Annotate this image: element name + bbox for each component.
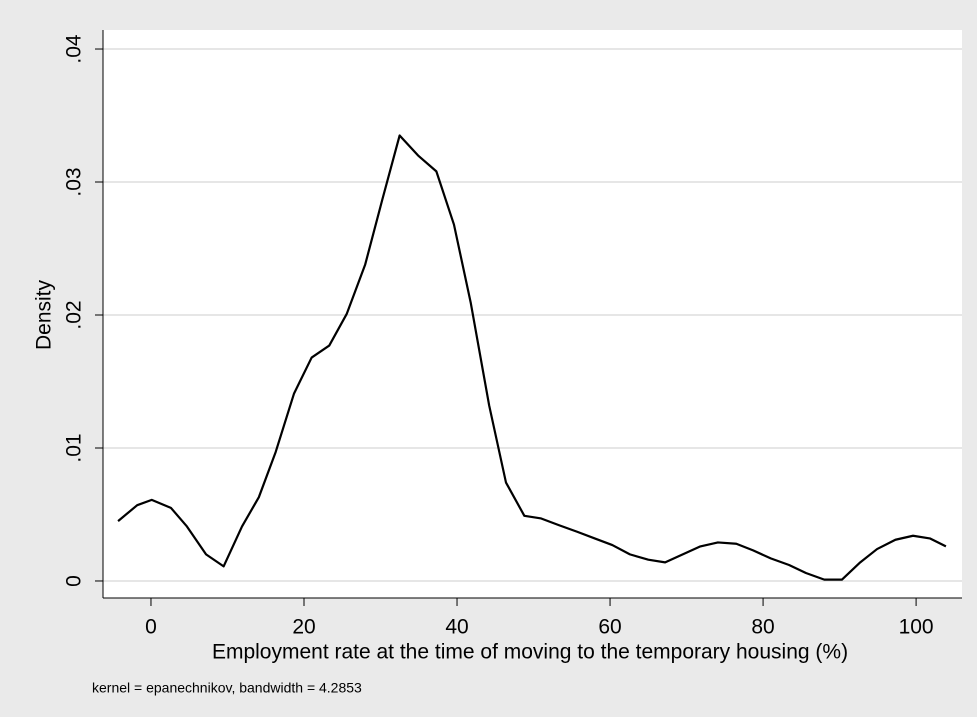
y-tick-label: .03: [63, 167, 86, 196]
y-tick-label: .04: [63, 34, 86, 64]
note: kernel = epanechnikov, bandwidth = 4.285…: [92, 680, 362, 696]
x-tick-label: 60: [598, 616, 621, 639]
y-tick-label: 0: [63, 575, 86, 587]
x-tick-label: 40: [445, 616, 468, 639]
density-line: [117, 134, 947, 581]
x-tick-label: 80: [751, 616, 774, 639]
y-tick-label: .02: [63, 300, 86, 329]
x-tick-label: 100: [899, 616, 934, 639]
y-tick-label: .01: [63, 433, 86, 462]
x-axis-title: Employment rate at the time of moving to…: [212, 641, 848, 664]
x-tick-label: 20: [292, 616, 315, 639]
y-axis-title: Density: [33, 279, 56, 350]
x-tick-label: 0: [145, 616, 157, 639]
